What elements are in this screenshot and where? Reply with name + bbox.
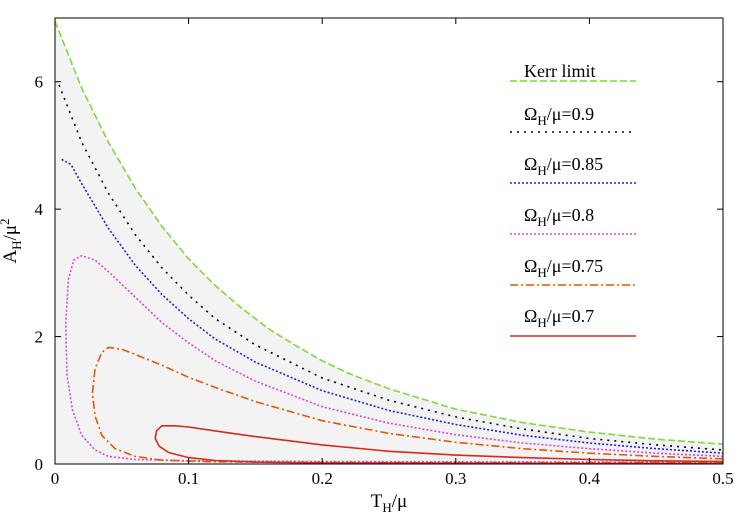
ticks-layer: 0 0.1 0.2 0.3 0.4 0.5 0 2 4 6 (35, 18, 734, 488)
series-line-1 (58, 84, 724, 451)
x-tick-label-2: 0.2 (312, 469, 333, 488)
series-line-5 (154, 425, 724, 465)
legend-item-kerr: Kerr limit (510, 61, 636, 82)
legend-item-0.9: ΩH/μ=0.9 (510, 104, 636, 133)
x-tick-label-1: 0.1 (178, 469, 199, 488)
series-line-4 (91, 346, 724, 464)
y-tick-label-3: 6 (35, 73, 44, 92)
plot-frame (54, 17, 724, 465)
legend-item-0.85: ΩH/μ=0.85 (510, 154, 636, 184)
legend-item-0.7: ΩH/μ=0.7 (510, 306, 636, 337)
y-tick-label-1: 2 (35, 328, 44, 347)
legend-label-0.9: ΩH/μ=0.9 (524, 104, 594, 128)
series-line-0 (54, 20, 724, 445)
x-tick-label-3: 0.3 (445, 469, 466, 488)
legend: Kerr limit ΩH/μ=0.9 ΩH/μ=0.85 ΩH/μ=0.8 Ω… (510, 61, 636, 337)
legend-label-0.85: ΩH/μ=0.85 (524, 154, 603, 178)
legend-item-0.8: ΩH/μ=0.8 (510, 205, 636, 235)
legend-label-0.8: ΩH/μ=0.8 (524, 205, 594, 229)
shaded-region (55, 21, 723, 464)
series-line-2 (61, 158, 724, 454)
series-layer (54, 20, 724, 465)
x-tick-label-0: 0 (51, 469, 60, 488)
legend-label-kerr: Kerr limit (524, 61, 595, 81)
x-tick-label-4: 0.4 (579, 469, 601, 488)
y-axis-title: AH/μ2 (0, 218, 24, 263)
legend-label-0.7: ΩH/μ=0.7 (524, 306, 594, 330)
y-tick-label-2: 4 (35, 200, 44, 219)
legend-label-0.75: ΩH/μ=0.75 (524, 256, 603, 280)
x-tick-label-5: 0.5 (712, 469, 733, 488)
legend-item-0.75: ΩH/μ=0.75 (510, 256, 636, 286)
y-tick-label-0: 0 (35, 455, 44, 474)
